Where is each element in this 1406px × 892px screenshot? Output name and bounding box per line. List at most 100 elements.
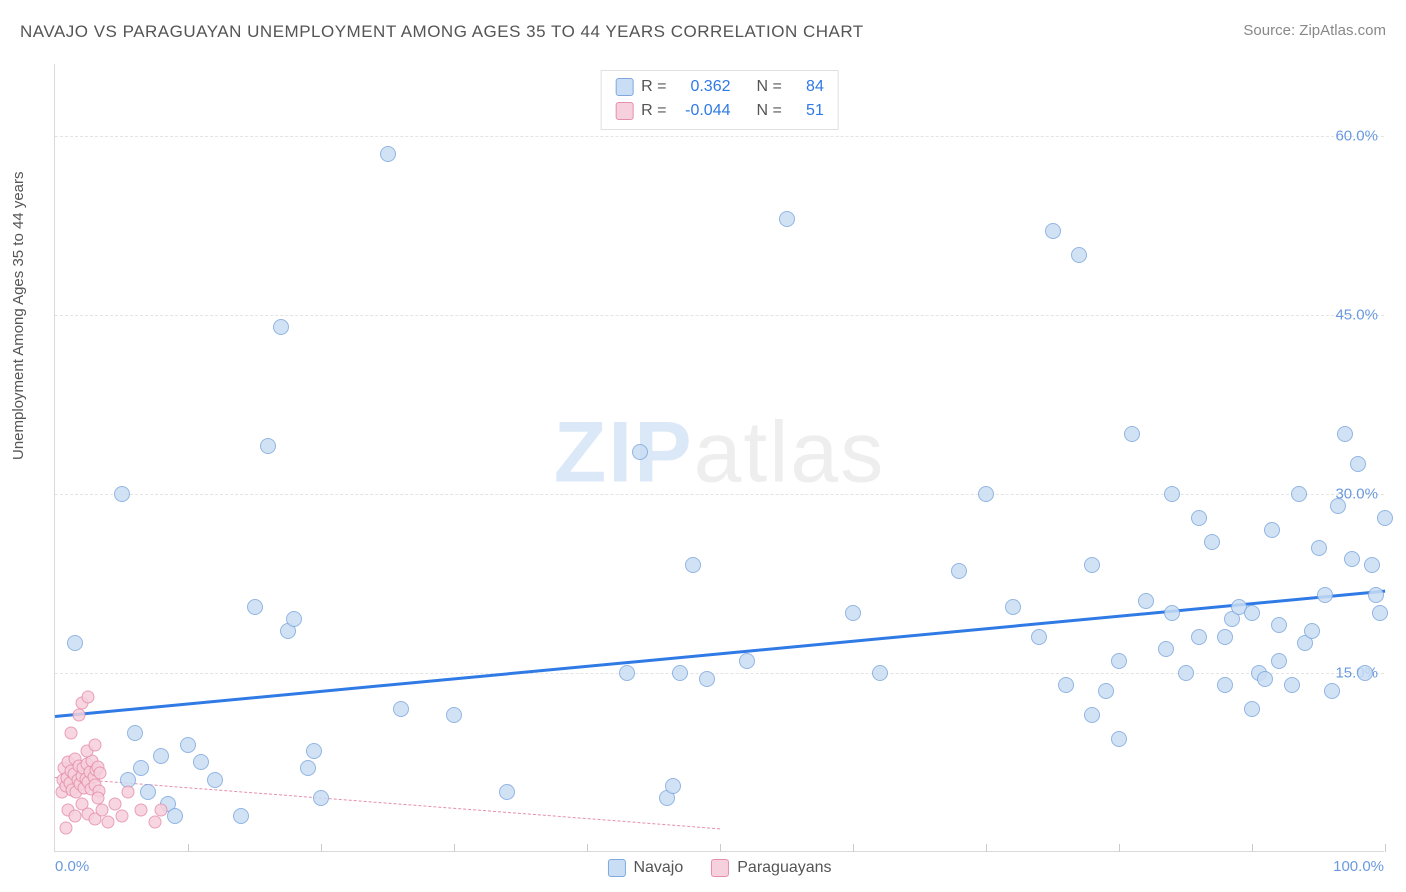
data-point: [64, 726, 77, 739]
data-point: [193, 754, 209, 770]
data-point: [59, 822, 72, 835]
data-point: [102, 816, 115, 829]
data-point: [1324, 683, 1340, 699]
data-point: [499, 784, 515, 800]
data-point: [1204, 534, 1220, 550]
source-name: ZipAtlas.com: [1299, 22, 1386, 39]
n-label: N =: [757, 99, 782, 123]
r-label: R =: [641, 99, 666, 123]
data-point: [1138, 593, 1154, 609]
data-point: [739, 653, 755, 669]
data-point: [1284, 677, 1300, 693]
data-point: [140, 784, 156, 800]
data-point: [665, 778, 681, 794]
data-point: [632, 444, 648, 460]
x-tick: [1252, 844, 1253, 852]
x-tick: [321, 844, 322, 852]
r-label: R =: [641, 75, 666, 99]
data-point: [180, 737, 196, 753]
data-point: [1098, 683, 1114, 699]
data-point: [1244, 701, 1260, 717]
data-point: [1164, 605, 1180, 621]
data-point: [1264, 522, 1280, 538]
y-tick-label: 45.0%: [1335, 306, 1378, 323]
data-point: [306, 743, 322, 759]
n-value: 84: [790, 75, 824, 99]
series-swatch: [615, 102, 633, 120]
correlation-stats-box: R =0.362N =84R =-0.044N =51: [600, 70, 839, 130]
data-point: [1124, 426, 1140, 442]
x-tick: [720, 844, 721, 852]
data-point: [82, 690, 95, 703]
data-point: [135, 804, 148, 817]
data-point: [672, 665, 688, 681]
x-tick: [188, 844, 189, 852]
data-point: [1330, 498, 1346, 514]
data-point: [393, 701, 409, 717]
data-point: [1271, 617, 1287, 633]
x-axis-max-label: 100.0%: [1333, 858, 1384, 875]
data-point: [1291, 486, 1307, 502]
data-point: [1377, 510, 1393, 526]
data-point: [127, 725, 143, 741]
data-point: [67, 635, 83, 651]
data-point: [1111, 731, 1127, 747]
data-point: [1071, 247, 1087, 263]
data-point: [1372, 605, 1388, 621]
data-point: [1005, 599, 1021, 615]
data-point: [1031, 629, 1047, 645]
data-point: [1368, 587, 1384, 603]
data-point: [1217, 629, 1233, 645]
data-point: [115, 810, 128, 823]
data-point: [114, 486, 130, 502]
source-prefix: Source:: [1243, 22, 1299, 39]
data-point: [1045, 223, 1061, 239]
data-point: [1364, 557, 1380, 573]
source-credit: Source: ZipAtlas.com: [1243, 22, 1386, 39]
data-point: [300, 760, 316, 776]
data-point: [1350, 456, 1366, 472]
x-tick: [853, 844, 854, 852]
watermark-zip: ZIP: [554, 404, 694, 500]
gridline: [55, 315, 1384, 316]
x-axis-min-label: 0.0%: [55, 858, 89, 875]
legend-item: Navajo: [607, 859, 683, 877]
data-point: [1191, 510, 1207, 526]
data-point: [1111, 653, 1127, 669]
data-point: [273, 319, 289, 335]
r-value: -0.044: [675, 99, 731, 123]
n-value: 51: [790, 99, 824, 123]
data-point: [1257, 671, 1273, 687]
legend-label: Navajo: [633, 859, 683, 877]
data-point: [1217, 677, 1233, 693]
x-tick: [1385, 844, 1386, 852]
data-point: [1084, 707, 1100, 723]
legend-label: Paraguayans: [737, 859, 831, 877]
data-point: [380, 146, 396, 162]
data-point: [1271, 653, 1287, 669]
scatter-plot-area: ZIPatlas R =0.362N =84R =-0.044N =51 0.0…: [54, 64, 1384, 852]
data-point: [1178, 665, 1194, 681]
data-point: [167, 808, 183, 824]
x-tick: [587, 844, 588, 852]
series-swatch: [615, 78, 633, 96]
data-point: [1058, 677, 1074, 693]
n-label: N =: [757, 75, 782, 99]
data-point: [685, 557, 701, 573]
data-point: [122, 786, 135, 799]
data-point: [68, 810, 81, 823]
data-point: [1304, 623, 1320, 639]
data-point: [155, 804, 168, 817]
watermark: ZIPatlas: [554, 403, 885, 502]
data-point: [148, 816, 161, 829]
stats-row: R = -0.044 N = 51: [615, 99, 824, 123]
legend-swatch: [607, 859, 625, 877]
data-point: [153, 748, 169, 764]
stats-row: R =0.362N =84: [615, 75, 824, 99]
data-point: [286, 611, 302, 627]
data-point: [699, 671, 715, 687]
data-point: [446, 707, 462, 723]
series-legend: Navajo Paraguayans: [607, 859, 831, 877]
data-point: [72, 708, 85, 721]
data-point: [1191, 629, 1207, 645]
